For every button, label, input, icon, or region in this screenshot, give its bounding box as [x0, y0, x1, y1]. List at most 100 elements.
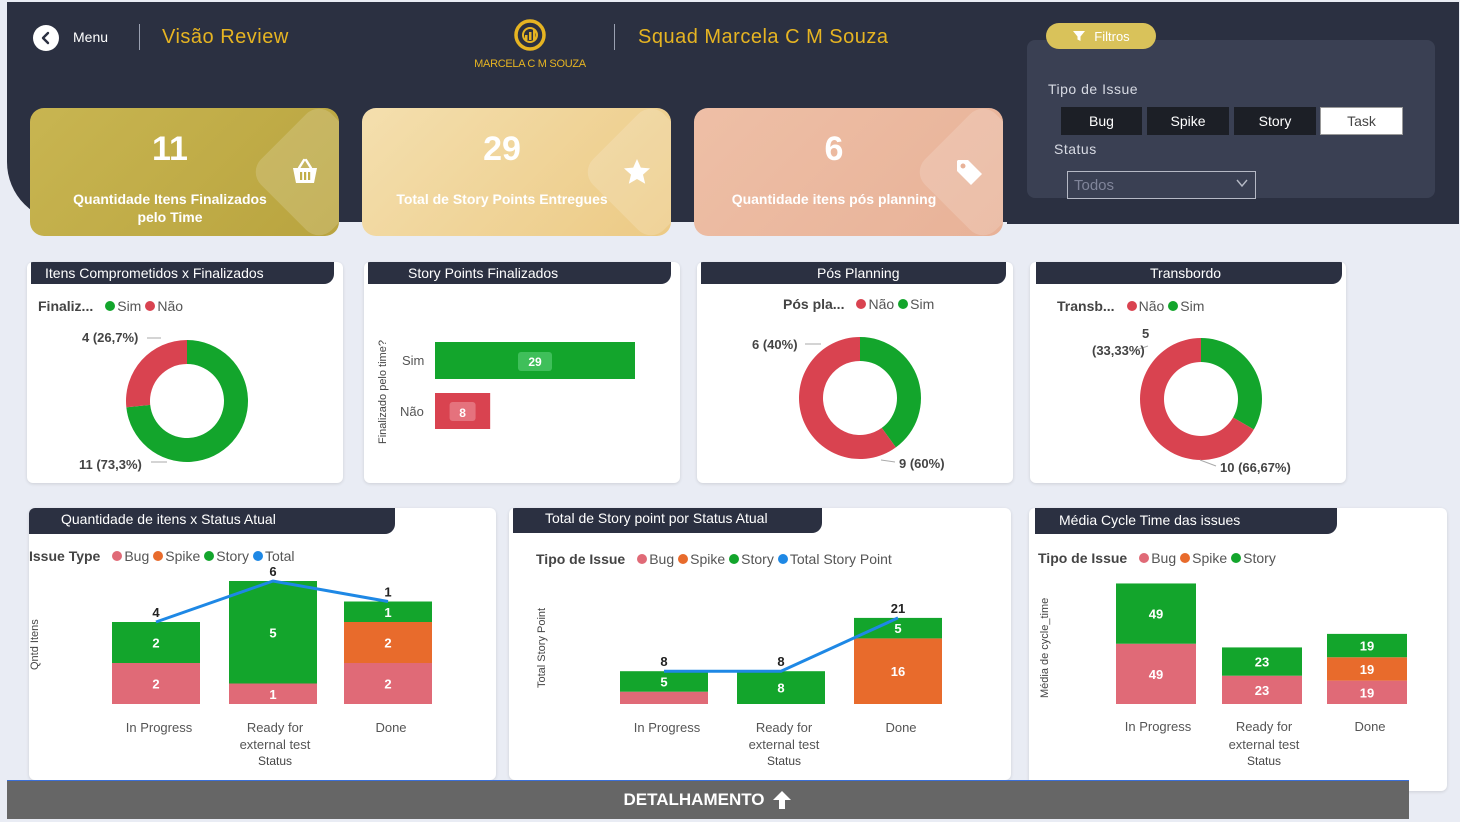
- bar-segment-story: [854, 617, 942, 639]
- leader-line: [880, 459, 896, 463]
- status-dropdown[interactable]: Todos: [1067, 171, 1256, 199]
- data-label-bug: 2: [384, 677, 391, 692]
- card-comprometidos: Itens Comprometidos x Finalizados Finali…: [27, 262, 343, 483]
- data-label-bug: 19: [1360, 685, 1374, 700]
- legend-nao: Não: [157, 298, 184, 314]
- legend-dot-nao: [1126, 301, 1137, 311]
- legend-spike: Spike: [690, 551, 726, 567]
- data-label-spike: 2: [384, 636, 391, 651]
- donut-chart: 6 (40%) 9 (60%): [752, 337, 945, 471]
- legend-spike: Spike: [1192, 550, 1228, 566]
- bar-segment-story: [112, 622, 200, 663]
- bar-segment-story: [620, 671, 708, 692]
- issue-type-label: Tipo de Issue: [1048, 81, 1139, 97]
- logo-icon: [514, 19, 546, 51]
- legend-dot-story: [204, 551, 215, 561]
- card-story-point-status: Total de Story point por Status Atual Ti…: [509, 508, 1011, 780]
- filter-story[interactable]: Story: [1234, 107, 1316, 135]
- legend-dot-sim: [898, 299, 909, 309]
- logo-text: MARCELA C M SOUZA: [474, 58, 586, 70]
- bar-segment-spike: [1327, 657, 1407, 681]
- card-title: Quantidade de itens x Status Atual: [29, 508, 395, 534]
- data-label-story: 5: [269, 625, 276, 640]
- bar-segment-bug: [1222, 675, 1302, 704]
- legend: Transb... Não Sim: [1057, 298, 1204, 314]
- label-nao: 4 (26,7%): [82, 330, 138, 345]
- stacked-bar-chart: Total Story Point In Progress Ready for …: [536, 601, 942, 768]
- card-title: Total de Story point por Status Atual: [513, 508, 822, 533]
- kpi-story-points: 29 Total de Story Points Entregues: [362, 108, 671, 236]
- bar-segment-story: [1222, 647, 1302, 676]
- total-label: 21: [891, 601, 905, 616]
- legend-bug: Bug: [124, 548, 150, 564]
- total-label: 4: [152, 605, 160, 620]
- data-label-story: 19: [1360, 639, 1374, 654]
- detalhamento-button[interactable]: DETALHAMENTO: [7, 780, 1409, 819]
- card-title: Itens Comprometidos x Finalizados: [31, 262, 334, 284]
- data-label-bug: 1: [269, 687, 276, 702]
- filter-task[interactable]: Task: [1320, 107, 1403, 135]
- x-axis-label: Status: [767, 754, 801, 768]
- y-axis-label: Total Story Point: [536, 608, 548, 688]
- star-icon: [624, 159, 650, 184]
- legend-total: Total Story Point: [789, 551, 892, 567]
- legend-title: Pós pla...: [783, 296, 845, 312]
- legend-bug: Bug: [649, 551, 675, 567]
- legend-title: Transb...: [1057, 298, 1115, 314]
- basket-icon: [293, 158, 317, 183]
- data-label-story: 8: [777, 681, 784, 696]
- tag-icon: [957, 160, 982, 185]
- legend-dot-total: [777, 554, 788, 564]
- legend-nao: Não: [1138, 298, 1165, 314]
- page-title: Visão Review: [162, 26, 289, 48]
- kpi-value: 6: [824, 130, 844, 168]
- legend-dot-sim: [105, 301, 116, 311]
- donut-slice-nao: [1140, 338, 1254, 460]
- filter-icon: [1073, 31, 1086, 41]
- filtros-label: Filtros: [1094, 28, 1130, 44]
- back-button[interactable]: [33, 25, 59, 51]
- kpi-pos-planning: 6 Quantidade itens pós planning: [694, 108, 1003, 236]
- bar-chart: Finalizado pelo time? Sim Não 29 8: [377, 340, 635, 444]
- x-tick-in-progress: In Progress: [126, 720, 193, 735]
- menu-label[interactable]: Menu: [73, 29, 109, 45]
- data-label-story: 5: [660, 674, 667, 689]
- legend: Tipo de Issue Bug Spike Story: [1038, 550, 1276, 566]
- x-tick-done: Done: [885, 720, 916, 735]
- y-axis-label: Média de cycle_time: [1039, 598, 1051, 698]
- card-qtd-itens-status: Quantidade de itens x Status Atual Issue…: [29, 508, 496, 780]
- squad-title: Squad Marcela C M Souza: [638, 26, 889, 48]
- kpi-value: 29: [483, 130, 521, 168]
- legend-dot-bug: [1139, 553, 1150, 563]
- filter-bug[interactable]: Bug: [1061, 107, 1142, 135]
- header-divider-2: [614, 24, 615, 50]
- donut-slice-nao: [799, 337, 896, 459]
- data-label-story: 5: [894, 621, 901, 636]
- status-value: Todos: [1074, 177, 1115, 194]
- x-axis-label: Status: [258, 754, 292, 768]
- legend-dot-total: [252, 551, 263, 561]
- legend-sim: Sim: [910, 296, 935, 312]
- kpi-itens-finalizados: 11 Quantidade Itens Finalizados pelo Tim…: [30, 108, 339, 236]
- total-label: 8: [660, 654, 667, 669]
- bar-segment-story: [229, 581, 317, 684]
- filtros-button[interactable]: Filtros: [1046, 23, 1156, 49]
- legend-title: Issue Type: [29, 548, 101, 564]
- data-label-bg: [518, 352, 552, 371]
- category-sim: Sim: [402, 353, 424, 368]
- legend-dot-spike: [153, 551, 164, 561]
- y-axis-label: Finalizado pelo time?: [377, 340, 389, 444]
- legend-spike: Spike: [165, 548, 201, 564]
- legend-dot-nao: [856, 299, 867, 309]
- y-axis-label: Qntd Itens: [29, 619, 41, 670]
- bar-segment-spike: [344, 622, 432, 663]
- x-tick-ready-2: external test: [749, 737, 820, 752]
- card-title: Média Cycle Time das issues: [1035, 508, 1337, 534]
- data-label-story: 23: [1255, 655, 1269, 670]
- legend-dot-sim: [1168, 301, 1179, 311]
- filter-spike[interactable]: Spike: [1147, 107, 1229, 135]
- legend-story: Story: [741, 551, 774, 567]
- legend-nao: Não: [868, 296, 895, 312]
- data-label-story: 2: [152, 636, 159, 651]
- bar-segment-bug: [1327, 680, 1407, 704]
